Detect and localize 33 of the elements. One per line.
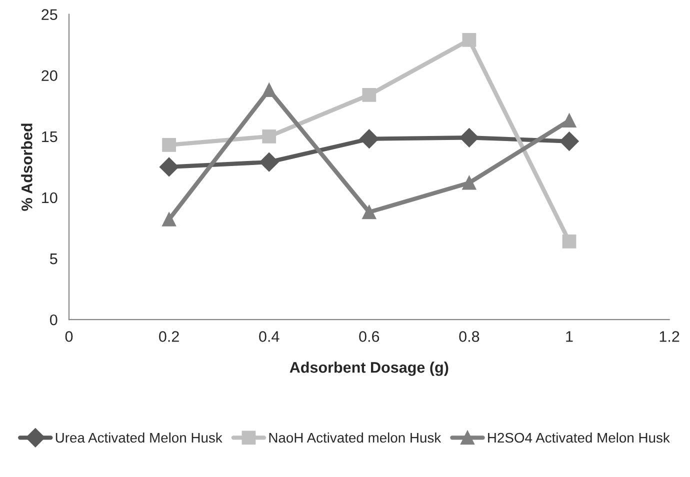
point xyxy=(160,157,179,176)
point xyxy=(260,152,279,172)
point xyxy=(262,129,276,144)
legend-label: H2SO4 Activated Melon Husk xyxy=(488,432,670,443)
y-axis-title: % Adsorbed xyxy=(21,124,32,211)
x-tick-label: 0 xyxy=(65,331,73,342)
x-tick-label: 0.8 xyxy=(459,331,480,342)
y-tick-label: 10 xyxy=(42,192,58,204)
point xyxy=(362,88,376,102)
point xyxy=(360,129,379,148)
point xyxy=(362,205,376,220)
point xyxy=(162,212,176,226)
x-tick-label: 1.2 xyxy=(660,331,680,342)
point xyxy=(460,128,479,148)
point xyxy=(262,83,276,97)
x-axis-title: Adsorbent Dosage (g) xyxy=(290,362,448,376)
y-tick-label: 5 xyxy=(50,254,58,264)
y-tick-label: 15 xyxy=(42,131,58,142)
point xyxy=(562,234,576,248)
point xyxy=(162,138,176,152)
y-tick-label: 20 xyxy=(42,70,58,82)
point xyxy=(462,33,476,47)
point xyxy=(560,132,579,151)
x-tick-label: 1 xyxy=(566,331,573,342)
x-tick-label: 0.4 xyxy=(259,331,280,342)
legend-label: Urea Activated Melon Husk xyxy=(56,432,222,443)
y-tick-label: 0 xyxy=(50,314,58,326)
point xyxy=(562,114,576,128)
point xyxy=(462,176,476,190)
y-tick-label: 25 xyxy=(42,9,58,20)
x-tick-label: 0.2 xyxy=(159,331,179,342)
legend-label: NaoH Activated melon Husk xyxy=(269,432,442,443)
x-tick-label: 0.6 xyxy=(359,331,380,342)
